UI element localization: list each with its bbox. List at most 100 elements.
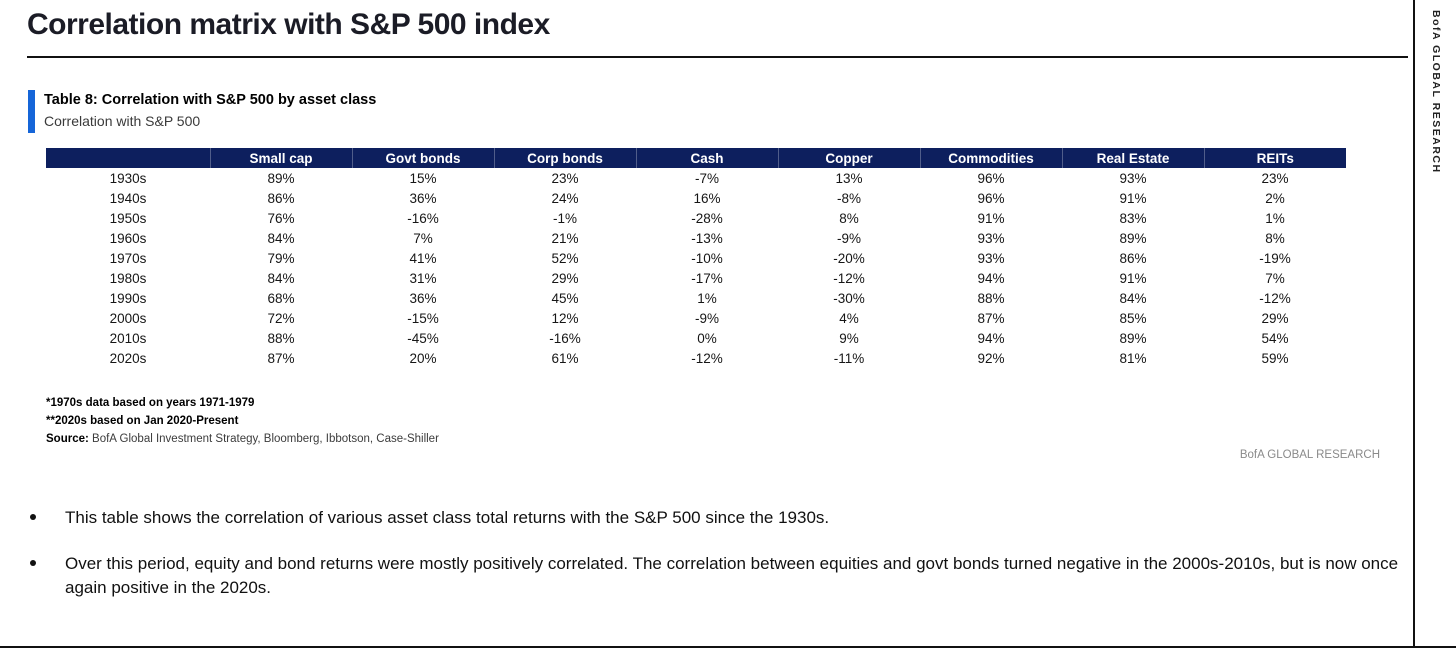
column-header: REITs: [1203, 148, 1346, 168]
correlation-cell: 93%: [1119, 170, 1147, 186]
correlation-cell: 21%: [551, 230, 579, 246]
column-header: Copper: [777, 148, 920, 168]
side-banner-bofa-global-research: BofA GLOBAL RESEARCH: [1430, 10, 1442, 174]
footnote-1970s: *1970s data based on years 1971-1979: [46, 397, 255, 409]
correlation-cell: 36%: [409, 190, 437, 206]
correlation-cell: 89%: [1119, 330, 1147, 346]
column-header: Real Estate: [1061, 148, 1204, 168]
correlation-cell: 1%: [1265, 210, 1285, 226]
correlation-cell: 91%: [1119, 190, 1147, 206]
correlation-cell: 96%: [977, 190, 1005, 206]
correlation-cell: -20%: [833, 250, 865, 266]
correlation-cell: -19%: [1259, 250, 1291, 266]
correlation-cell: 92%: [977, 350, 1005, 366]
bullet-item: Over this period, equity and bond return…: [27, 552, 1399, 600]
correlation-cell: -7%: [694, 170, 719, 186]
correlation-cell: 29%: [1261, 310, 1289, 326]
table-row: 1930s 89% 15% 23% -7% 13% 96% 93% 23%: [46, 168, 1346, 188]
column-header: Corp bonds: [493, 148, 636, 168]
correlation-cell: 7%: [413, 230, 433, 246]
bullet-text: Over this period, equity and bond return…: [65, 554, 1399, 597]
decade-cell: 1960s: [109, 230, 147, 246]
table-header-row: Small cap Govt bonds Corp bonds Cash Copper C…: [46, 148, 1346, 168]
correlation-cell: 9%: [839, 330, 859, 346]
column-header: Small cap: [209, 148, 352, 168]
side-vertical-rule: [1413, 0, 1415, 648]
source-line: Source: BofA Global Investment Strategy,…: [46, 430, 439, 448]
correlation-cell: 2%: [1265, 190, 1285, 206]
footnote-2020s: **2020s based on Jan 2020-Present: [46, 415, 239, 427]
correlation-cell: 41%: [409, 250, 437, 266]
correlation-cell: -8%: [836, 190, 861, 206]
correlation-cell: 15%: [409, 170, 437, 186]
correlation-cell: 89%: [267, 170, 295, 186]
decade-cell: 1980s: [109, 270, 147, 286]
table-footnotes: *1970s data based on years 1971-1979 **2…: [46, 394, 439, 448]
correlation-cell: -16%: [407, 210, 439, 226]
correlation-cell: 1%: [697, 290, 717, 306]
bofa-watermark: BofA GLOBAL RESEARCH: [1239, 449, 1380, 461]
correlation-cell: 52%: [551, 250, 579, 266]
page-title: Correlation matrix with S&P 500 index: [27, 8, 550, 41]
decade-cell: 1940s: [109, 190, 147, 206]
correlation-cell: 86%: [1119, 250, 1147, 266]
correlation-cell: 88%: [267, 330, 295, 346]
table-caption-subtitle: Correlation with S&P 500: [44, 113, 201, 129]
correlation-cell: -12%: [1259, 290, 1291, 306]
correlation-cell: 8%: [1265, 230, 1285, 246]
correlation-cell: 86%: [267, 190, 295, 206]
correlation-cell: 89%: [1119, 230, 1147, 246]
correlation-cell: 12%: [551, 310, 579, 326]
table-caption-block: Table 8: Correlation with S&P 500 by ass…: [28, 90, 376, 133]
correlation-cell: 88%: [977, 290, 1005, 306]
source-label: Source:: [46, 433, 89, 445]
correlation-cell: 45%: [551, 290, 579, 306]
correlation-cell: 4%: [839, 310, 859, 326]
correlation-cell: -28%: [691, 210, 723, 226]
bullet-item: This table shows the correlation of vari…: [27, 506, 1399, 530]
correlation-cell: 8%: [839, 210, 859, 226]
table-row: 1990s 68% 36% 45% 1% -30% 88% 84% -12%: [46, 288, 1346, 308]
decade-cell: 2020s: [109, 350, 147, 366]
table-row: 1980s 84% 31% 29% -17% -12% 94% 91% 7%: [46, 268, 1346, 288]
correlation-cell: 59%: [1261, 350, 1289, 366]
correlation-cell: 94%: [977, 270, 1005, 286]
table-row: 2010s 88% -45% -16% 0% 9% 94% 89% 54%: [46, 328, 1346, 348]
bottom-page-rule: [0, 646, 1456, 648]
table-row: 2000s 72% -15% 12% -9% 4% 87% 85% 29%: [46, 308, 1346, 328]
table-caption-title: Table 8: Correlation with S&P 500 by ass…: [44, 92, 377, 108]
table-row: 2020s 87% 20% 61% -12% -11% 92% 81% 59%: [46, 348, 1346, 368]
correlation-cell: 0%: [697, 330, 717, 346]
column-header: Govt bonds: [351, 148, 494, 168]
correlation-cell: -12%: [691, 350, 723, 366]
correlation-cell: 20%: [409, 350, 437, 366]
correlation-cell: -9%: [836, 230, 861, 246]
correlation-cell: 84%: [267, 230, 295, 246]
table-row: 1970s 79% 41% 52% -10% -20% 93% 86% -19%: [46, 248, 1346, 268]
correlation-cell: 81%: [1119, 350, 1147, 366]
correlation-cell: -10%: [691, 250, 723, 266]
correlation-cell: -1%: [552, 210, 577, 226]
correlation-cell: -9%: [694, 310, 719, 326]
correlation-cell: 36%: [409, 290, 437, 306]
correlation-cell: 61%: [551, 350, 579, 366]
correlation-cell: 85%: [1119, 310, 1147, 326]
caption-accent-bar: [28, 90, 35, 133]
source-text: BofA Global Investment Strategy, Bloombe…: [92, 433, 439, 445]
bullet-dot-icon: [30, 514, 36, 520]
column-header: Cash: [635, 148, 778, 168]
bullet-dot-icon: [30, 560, 36, 566]
correlation-cell: -30%: [833, 290, 865, 306]
correlation-cell: 84%: [1119, 290, 1147, 306]
decade-cell: 2010s: [109, 330, 147, 346]
correlation-cell: -16%: [549, 330, 581, 346]
bullet-text: This table shows the correlation of vari…: [65, 508, 830, 527]
correlation-cell: -11%: [833, 350, 865, 366]
correlation-cell: 24%: [551, 190, 579, 206]
table-row: 1940s 86% 36% 24% 16% -8% 96% 91% 2%: [46, 188, 1346, 208]
correlation-cell: 23%: [1261, 170, 1289, 186]
correlation-cell: 54%: [1261, 330, 1289, 346]
decade-cell: 1970s: [109, 250, 147, 266]
correlation-cell: -17%: [691, 270, 723, 286]
